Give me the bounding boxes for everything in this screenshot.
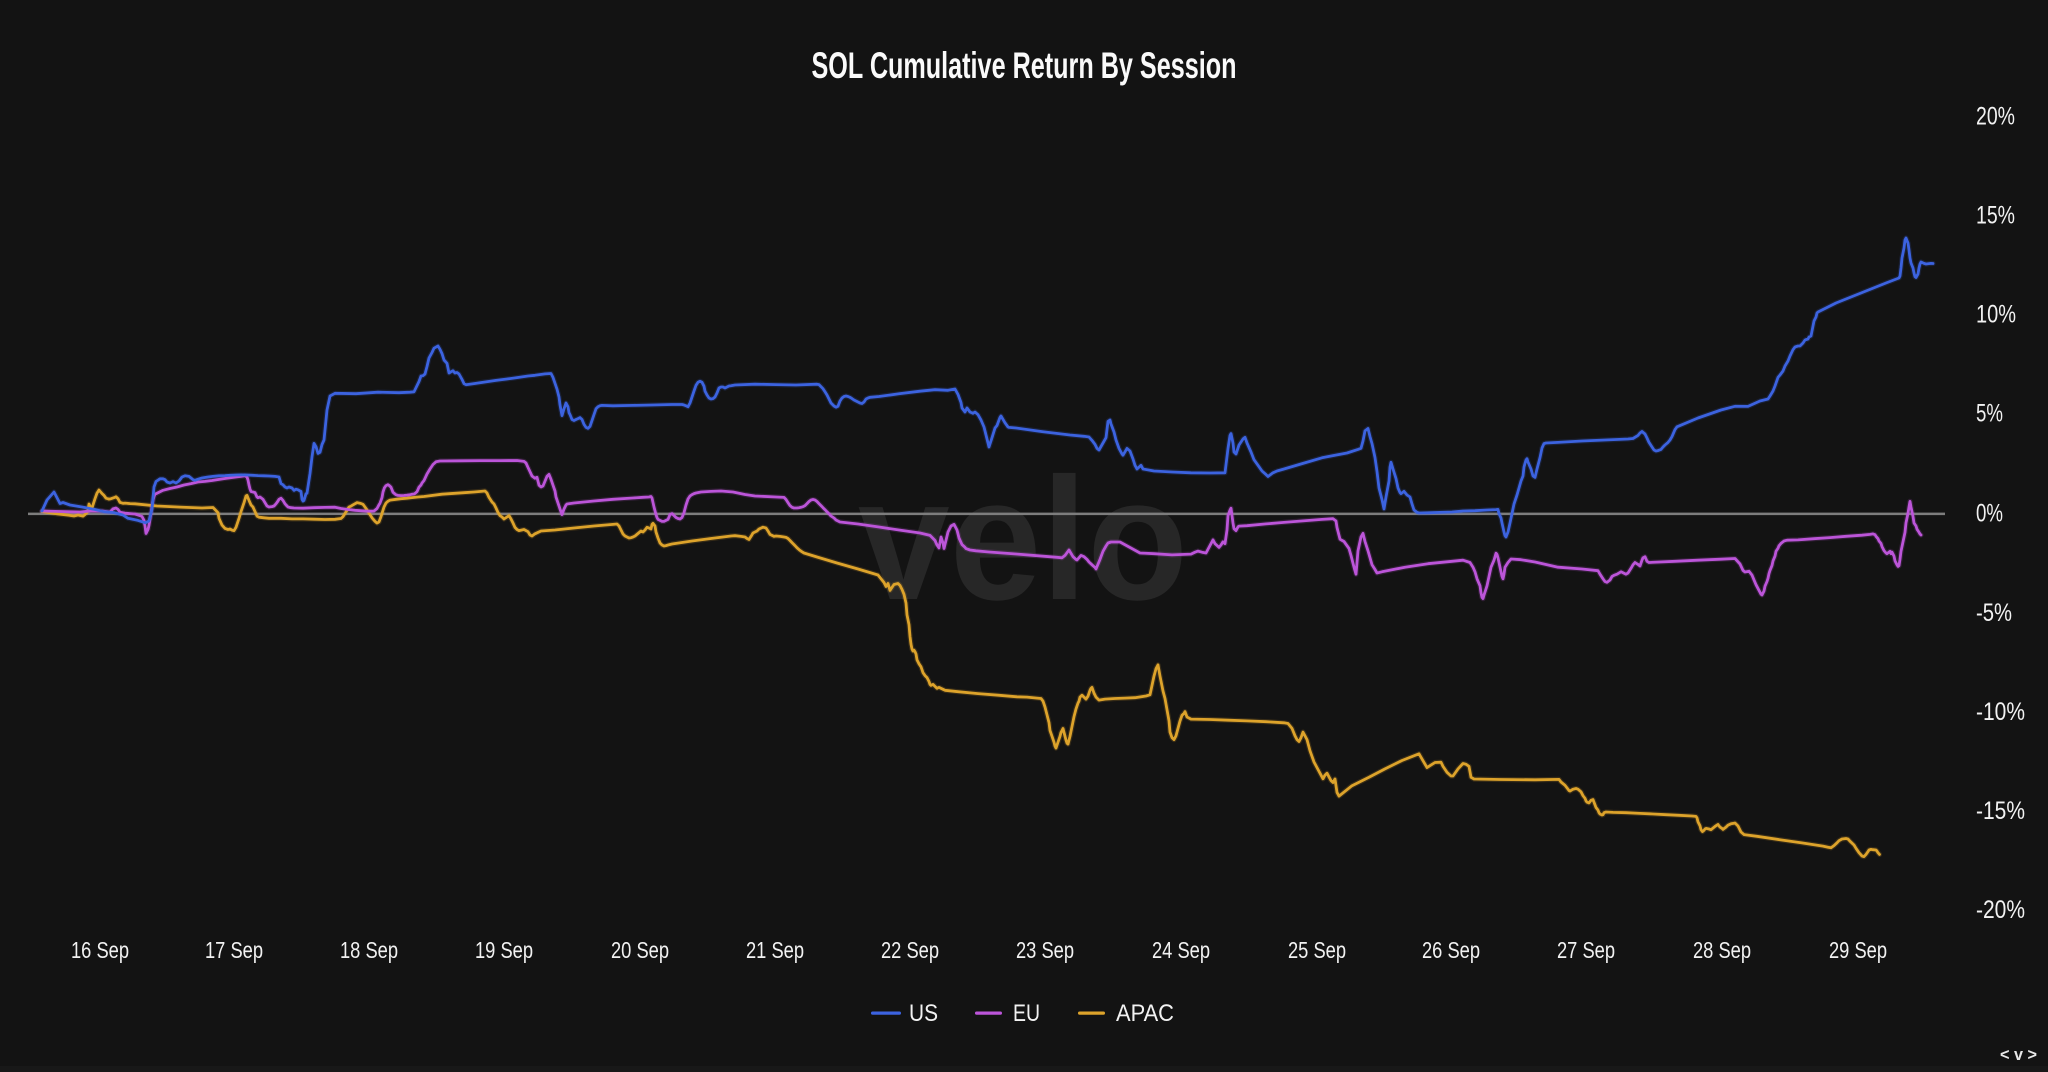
svg-text:23 Sep: 23 Sep bbox=[1016, 937, 1074, 963]
svg-text:-15%: -15% bbox=[1976, 797, 2025, 825]
svg-text:20%: 20% bbox=[1976, 103, 2015, 131]
svg-text:25 Sep: 25 Sep bbox=[1288, 937, 1346, 963]
svg-text:5%: 5% bbox=[1976, 400, 2003, 428]
svg-text:20 Sep: 20 Sep bbox=[611, 937, 669, 963]
svg-text:16 Sep: 16 Sep bbox=[71, 937, 129, 963]
svg-text:US: US bbox=[909, 1000, 938, 1027]
svg-text:velo: velo bbox=[858, 441, 1188, 636]
svg-text:15%: 15% bbox=[1976, 202, 2015, 230]
svg-text:28 Sep: 28 Sep bbox=[1693, 937, 1751, 963]
svg-text:26 Sep: 26 Sep bbox=[1422, 937, 1480, 963]
svg-text:-20%: -20% bbox=[1976, 896, 2025, 924]
svg-text:SOL Cumulative Return By Sessi: SOL Cumulative Return By Session bbox=[812, 45, 1237, 86]
svg-text:EU: EU bbox=[1013, 1000, 1040, 1027]
svg-text:0%: 0% bbox=[1976, 500, 2003, 528]
svg-text:22 Sep: 22 Sep bbox=[881, 937, 939, 963]
svg-text:29 Sep: 29 Sep bbox=[1829, 937, 1887, 963]
svg-text:10%: 10% bbox=[1976, 301, 2016, 329]
svg-text:-5%: -5% bbox=[1976, 599, 2012, 627]
svg-text:18 Sep: 18 Sep bbox=[340, 937, 398, 963]
svg-text:< v >: < v > bbox=[2000, 1045, 2037, 1064]
svg-text:21 Sep: 21 Sep bbox=[746, 937, 804, 963]
svg-text:APAC: APAC bbox=[1116, 1000, 1174, 1027]
svg-text:19 Sep: 19 Sep bbox=[475, 937, 533, 963]
svg-text:17 Sep: 17 Sep bbox=[205, 937, 263, 963]
svg-text:-10%: -10% bbox=[1976, 698, 2025, 726]
svg-text:24 Sep: 24 Sep bbox=[1152, 937, 1210, 963]
svg-text:27 Sep: 27 Sep bbox=[1557, 937, 1615, 963]
